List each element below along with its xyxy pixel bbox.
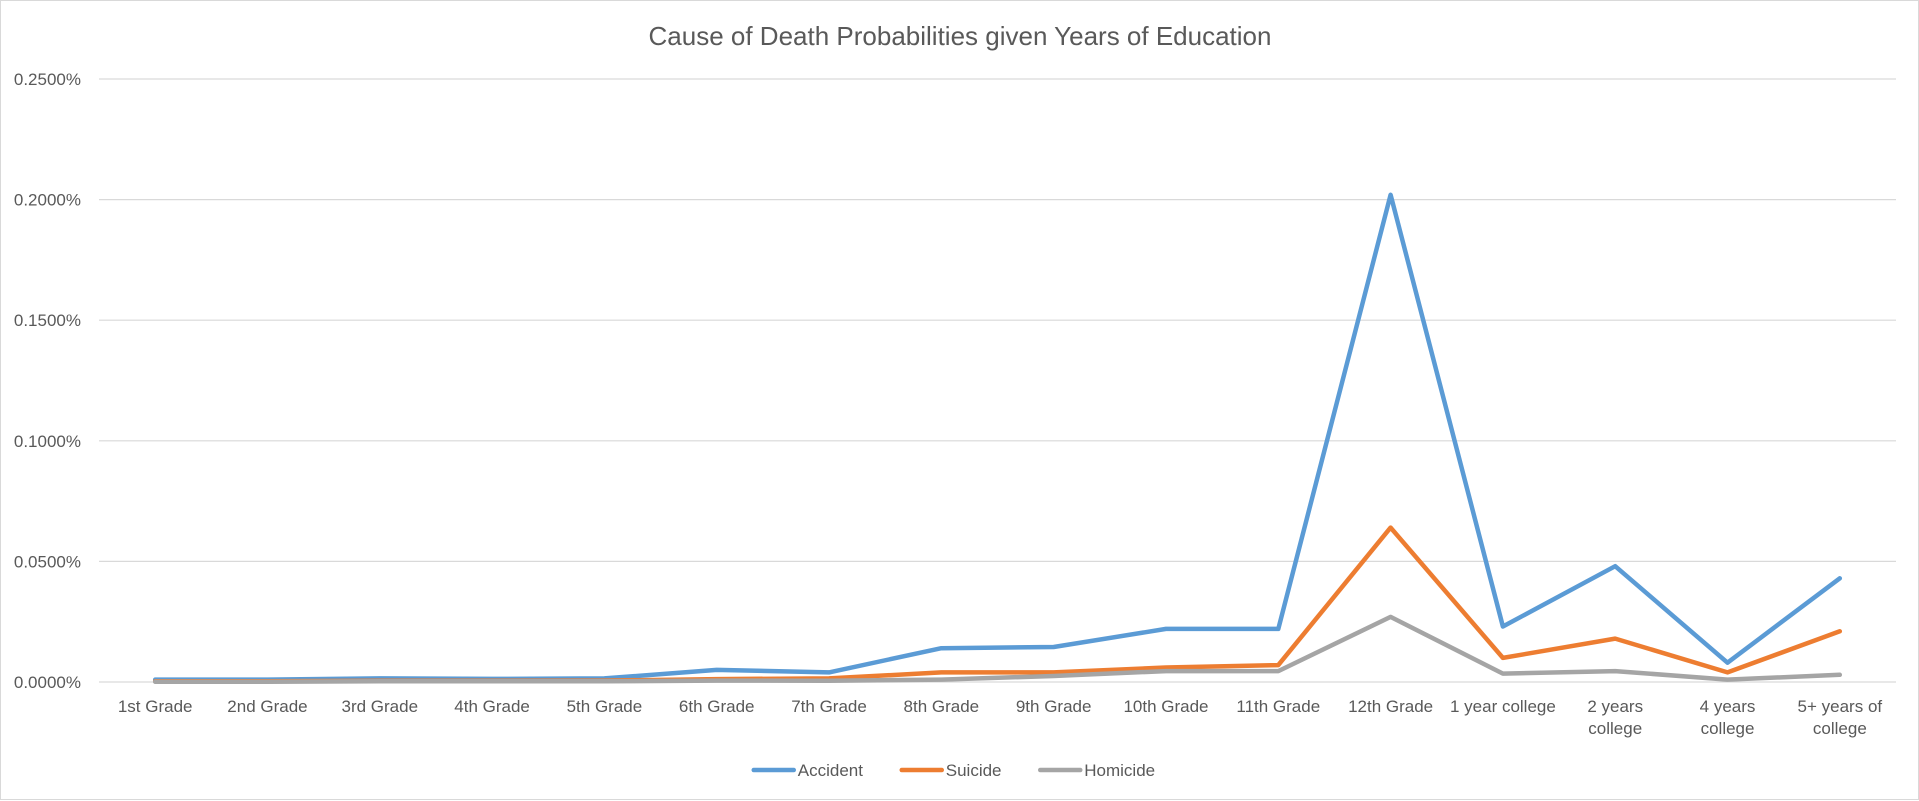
series-line-accident: [152, 192, 1843, 682]
chart-title: Cause of Death Probabilities given Years…: [649, 21, 1272, 51]
y-axis-ticks: 0.0000% 0.0500% 0.1000% 0.1500% 0.2000% 0.250…: [14, 70, 81, 692]
series-line-homicide: [152, 614, 1843, 685]
x-tick-label: 2nd Grade: [227, 697, 307, 716]
x-tick-label: 8th Grade: [904, 697, 980, 716]
y-tick-label: 0.0000%: [14, 673, 81, 692]
legend-label: Accident: [798, 761, 863, 780]
x-tick-label: 5+ years of college: [1798, 697, 1883, 738]
x-tick-label: 2 years college: [1587, 697, 1643, 738]
y-tick-label: 0.1000%: [14, 432, 81, 451]
x-tick-label: 10th Grade: [1123, 697, 1208, 716]
x-tick-label: 1st Grade: [118, 697, 193, 716]
y-tick-label: 0.2500%: [14, 70, 81, 89]
x-tick-label: 6th Grade: [679, 697, 755, 716]
gridlines: [99, 78, 1896, 683]
x-tick-label: 1 year college: [1450, 697, 1556, 716]
x-tick-label: 7th Grade: [791, 697, 867, 716]
legend-label: Homicide: [1084, 761, 1155, 780]
x-tick-label: 9th Grade: [1016, 697, 1092, 716]
series-line-suicide: [152, 525, 1843, 684]
x-tick-label: 11th Grade: [1236, 697, 1320, 716]
legend-label: Suicide: [946, 761, 1002, 780]
x-axis-ticks: 1st Grade 2nd Grade 3rd Grade 4th Grade 5th …: [118, 697, 1883, 738]
series-lines: [152, 192, 1843, 685]
x-tick-label: 5th Grade: [567, 697, 643, 716]
x-tick-label: 4th Grade: [454, 697, 530, 716]
y-tick-label: 0.2000%: [14, 191, 81, 210]
x-tick-label: 3rd Grade: [342, 697, 419, 716]
x-tick-label: 4 years college: [1700, 697, 1756, 738]
x-tick-label: 12th Grade: [1348, 697, 1433, 716]
legend: Accident Suicide Homicide: [751, 761, 1155, 780]
y-tick-label: 0.0500%: [14, 552, 81, 571]
y-tick-label: 0.1500%: [14, 311, 81, 330]
